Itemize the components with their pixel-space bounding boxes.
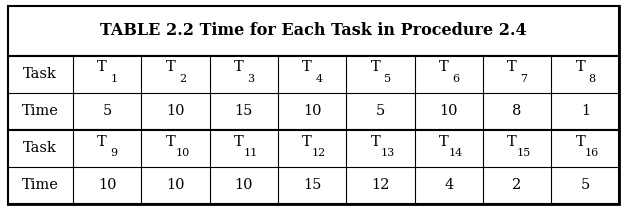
Text: T: T — [97, 135, 107, 148]
Text: 1: 1 — [110, 74, 118, 84]
Text: 12: 12 — [312, 148, 326, 158]
Text: 8: 8 — [512, 104, 522, 118]
Text: 10: 10 — [166, 178, 185, 192]
Text: 15: 15 — [234, 104, 253, 118]
Text: 10: 10 — [98, 178, 117, 192]
Text: Task: Task — [23, 67, 57, 81]
Text: 15: 15 — [517, 148, 531, 158]
Text: Time: Time — [22, 104, 59, 118]
Text: 3: 3 — [247, 74, 254, 84]
Text: 5: 5 — [581, 178, 590, 192]
Text: TABLE 2.2 Time for Each Task in Procedure 2.4: TABLE 2.2 Time for Each Task in Procedur… — [100, 22, 527, 39]
Text: 10: 10 — [166, 104, 185, 118]
Text: 6: 6 — [452, 74, 459, 84]
Text: 1: 1 — [581, 104, 590, 118]
Text: T: T — [234, 60, 244, 75]
Text: 8: 8 — [589, 74, 596, 84]
Text: 5: 5 — [384, 74, 391, 84]
Text: T: T — [507, 135, 517, 148]
Text: 15: 15 — [303, 178, 321, 192]
Text: 10: 10 — [175, 148, 189, 158]
Text: T: T — [234, 135, 244, 148]
Text: T: T — [302, 135, 312, 148]
Text: 2: 2 — [179, 74, 186, 84]
Text: 10: 10 — [303, 104, 321, 118]
Text: T: T — [576, 135, 585, 148]
Text: T: T — [166, 135, 176, 148]
Text: 10: 10 — [440, 104, 458, 118]
Text: Task: Task — [23, 141, 57, 155]
Text: 2: 2 — [512, 178, 522, 192]
Text: 10: 10 — [234, 178, 253, 192]
Text: T: T — [439, 135, 448, 148]
Text: 16: 16 — [585, 148, 599, 158]
Text: 12: 12 — [371, 178, 389, 192]
Text: 13: 13 — [380, 148, 394, 158]
Text: 4: 4 — [444, 178, 453, 192]
Text: 5: 5 — [103, 104, 112, 118]
Text: T: T — [371, 135, 380, 148]
Text: Time: Time — [22, 178, 59, 192]
Text: T: T — [166, 60, 176, 75]
Text: 11: 11 — [243, 148, 258, 158]
Text: 5: 5 — [376, 104, 385, 118]
Text: T: T — [576, 60, 585, 75]
Text: 9: 9 — [110, 148, 118, 158]
Text: T: T — [302, 60, 312, 75]
Text: T: T — [439, 60, 448, 75]
Text: 7: 7 — [520, 74, 527, 84]
Text: T: T — [507, 60, 517, 75]
Text: T: T — [371, 60, 380, 75]
Text: 4: 4 — [315, 74, 322, 84]
Text: T: T — [97, 60, 107, 75]
Text: 14: 14 — [448, 148, 463, 158]
